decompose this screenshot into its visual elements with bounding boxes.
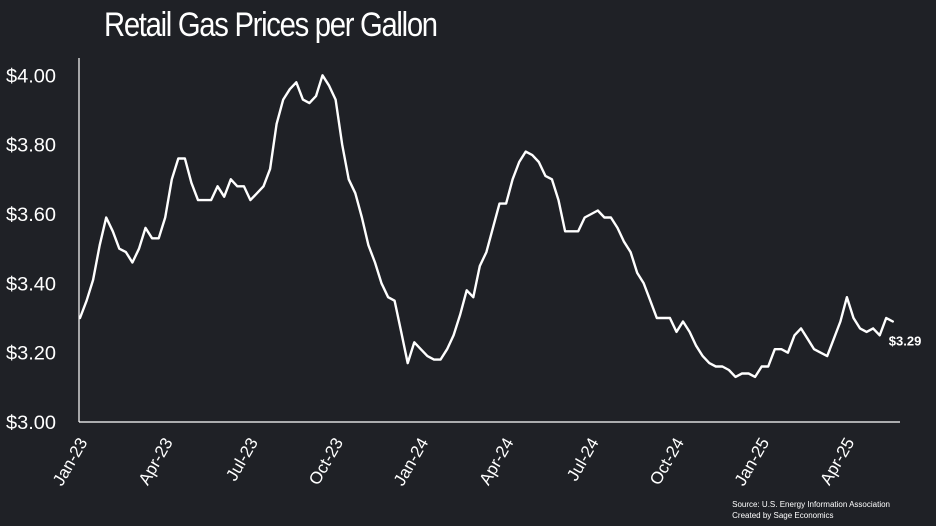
- x-tick-label: Apr-23: [135, 435, 177, 489]
- chart-title: Retail Gas Prices per Gallon: [104, 6, 438, 44]
- y-tick-label: $4.00: [6, 66, 56, 87]
- series-line: [78, 74, 894, 379]
- y-tick-label: $3.80: [6, 136, 56, 157]
- source-note: Source: U.S. Energy Information Associat…: [732, 499, 890, 521]
- y-tick-label: $3.00: [6, 413, 56, 434]
- x-tick-label: Apr-25: [816, 435, 858, 489]
- end-value-label: $3.29: [889, 333, 922, 348]
- chart-axes: [78, 58, 900, 423]
- data-labels: $3.29: [889, 333, 922, 348]
- y-axis-ticks: $3.00 $3.20 $3.40 $3.60 $3.80 $4.00: [6, 66, 56, 434]
- source-line: Source: U.S. Energy Information Associat…: [732, 500, 890, 509]
- y-tick-label: $3.40: [6, 274, 56, 295]
- y-tick-label: $3.60: [6, 205, 56, 226]
- y-tick-label: $3.20: [6, 344, 56, 365]
- x-tick-label: Jul-24: [563, 435, 603, 485]
- series-group: [78, 74, 894, 379]
- x-tick-label: Jan-25: [731, 435, 773, 490]
- x-tick-label: Oct-24: [646, 435, 688, 489]
- x-tick-label: Apr-24: [476, 435, 518, 489]
- x-axis-ticks: Jan-23 Apr-23 Jul-23 Oct-23 Jan-24 Apr-24 Jul-…: [49, 435, 858, 490]
- x-tick-label: Jan-24: [390, 435, 432, 490]
- x-tick-label: Jan-23: [49, 435, 91, 490]
- credit-line: Created by Sage Economics: [732, 511, 834, 520]
- x-tick-label: Jul-23: [222, 435, 262, 485]
- x-tick-label: Oct-23: [305, 435, 347, 489]
